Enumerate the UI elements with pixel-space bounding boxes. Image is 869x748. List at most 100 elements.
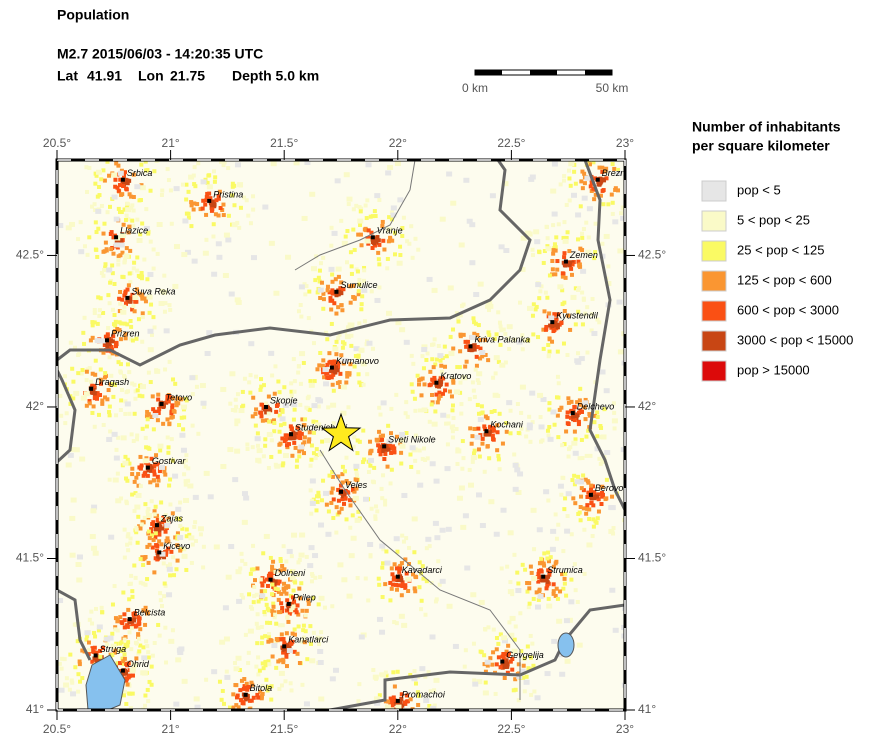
raster-cell xyxy=(439,369,444,374)
raster-cell xyxy=(399,578,404,583)
raster-cell xyxy=(460,524,467,530)
raster-cell xyxy=(315,494,320,499)
raster-cell xyxy=(230,184,235,189)
raster-cell xyxy=(595,516,600,521)
raster-cell xyxy=(146,506,151,511)
raster-cell xyxy=(255,566,260,571)
raster-cell xyxy=(372,209,377,214)
raster-cell xyxy=(149,302,154,307)
raster-cell xyxy=(339,353,344,358)
raster-cell xyxy=(255,431,260,436)
raster-cell xyxy=(168,502,173,507)
raster-cell xyxy=(536,597,541,602)
raster-cell xyxy=(147,542,152,547)
raster-cell xyxy=(197,526,204,532)
raster-cell xyxy=(336,487,341,492)
raster-cell xyxy=(69,515,76,521)
raster-cell xyxy=(570,262,575,267)
raster-cell xyxy=(366,228,371,233)
raster-cell xyxy=(582,400,589,406)
raster-cell xyxy=(260,583,265,588)
raster-cell xyxy=(147,151,151,155)
y-tick-label: 42.5° xyxy=(16,248,44,262)
raster-cell xyxy=(155,518,160,523)
raster-cell xyxy=(340,384,347,390)
raster-cell xyxy=(565,491,572,497)
raster-cell xyxy=(246,661,251,666)
raster-cell xyxy=(293,607,298,612)
raster-cell xyxy=(541,561,546,566)
raster-cell xyxy=(165,536,170,541)
raster-cell xyxy=(571,496,576,501)
city-marker xyxy=(127,617,132,622)
raster-cell xyxy=(555,322,560,327)
raster-cell xyxy=(569,408,574,413)
raster-cell xyxy=(480,441,485,446)
raster-cell xyxy=(299,532,306,538)
raster-cell xyxy=(107,173,112,178)
raster-cell xyxy=(438,382,443,387)
raster-cell xyxy=(361,287,368,293)
raster-cell xyxy=(423,718,427,722)
raster-cell xyxy=(416,247,421,252)
raster-cell xyxy=(458,332,463,337)
raster-cell xyxy=(576,474,581,479)
raster-cell xyxy=(442,344,447,349)
raster-cell xyxy=(152,509,157,514)
raster-cell xyxy=(581,297,586,302)
raster-cell xyxy=(187,483,194,489)
raster-cell xyxy=(553,312,558,317)
raster-cell xyxy=(385,266,390,271)
raster-cell xyxy=(542,249,547,254)
raster-cell xyxy=(498,632,503,637)
raster-cell xyxy=(381,547,386,552)
raster-cell xyxy=(369,230,374,235)
raster-cell xyxy=(567,249,572,254)
raster-cell xyxy=(551,582,556,587)
raster-cell xyxy=(344,455,349,460)
raster-cell xyxy=(97,193,102,198)
raster-cell xyxy=(278,610,283,615)
raster-cell xyxy=(274,636,279,641)
raster-cell xyxy=(129,432,134,437)
raster-cell xyxy=(301,215,308,221)
raster-cell xyxy=(306,316,311,321)
raster-cell xyxy=(510,592,515,597)
raster-cell xyxy=(576,287,581,292)
raster-cell xyxy=(521,675,526,680)
raster-cell xyxy=(340,308,345,313)
raster-cell xyxy=(373,514,378,519)
raster-cell xyxy=(124,178,129,183)
raster-cell xyxy=(538,439,543,444)
raster-cell xyxy=(266,632,271,637)
raster-cell xyxy=(544,586,549,591)
raster-cell xyxy=(615,170,622,176)
raster-cell xyxy=(526,422,533,428)
raster-cell xyxy=(355,451,360,456)
raster-cell xyxy=(601,202,606,207)
raster-cell xyxy=(325,288,330,293)
raster-cell xyxy=(187,532,192,537)
raster-cell xyxy=(115,245,120,250)
raster-cell xyxy=(138,526,143,531)
raster-cell xyxy=(432,337,437,342)
raster-cell xyxy=(338,384,343,389)
raster-cell xyxy=(321,370,326,375)
raster-cell xyxy=(516,674,523,680)
raster-cell xyxy=(591,503,596,508)
raster-cell xyxy=(297,364,302,369)
raster-cell xyxy=(600,169,605,174)
raster-cell xyxy=(354,517,361,523)
raster-cell xyxy=(107,413,112,418)
raster-cell xyxy=(264,401,269,406)
raster-cell xyxy=(138,580,143,585)
city-marker xyxy=(268,577,273,582)
raster-cell xyxy=(282,589,287,594)
raster-cell xyxy=(292,599,297,604)
raster-cell xyxy=(493,531,500,537)
raster-cell xyxy=(548,315,555,321)
raster-cell xyxy=(354,470,359,475)
raster-cell xyxy=(366,469,371,474)
raster-cell xyxy=(595,415,600,420)
raster-cell xyxy=(211,234,216,239)
